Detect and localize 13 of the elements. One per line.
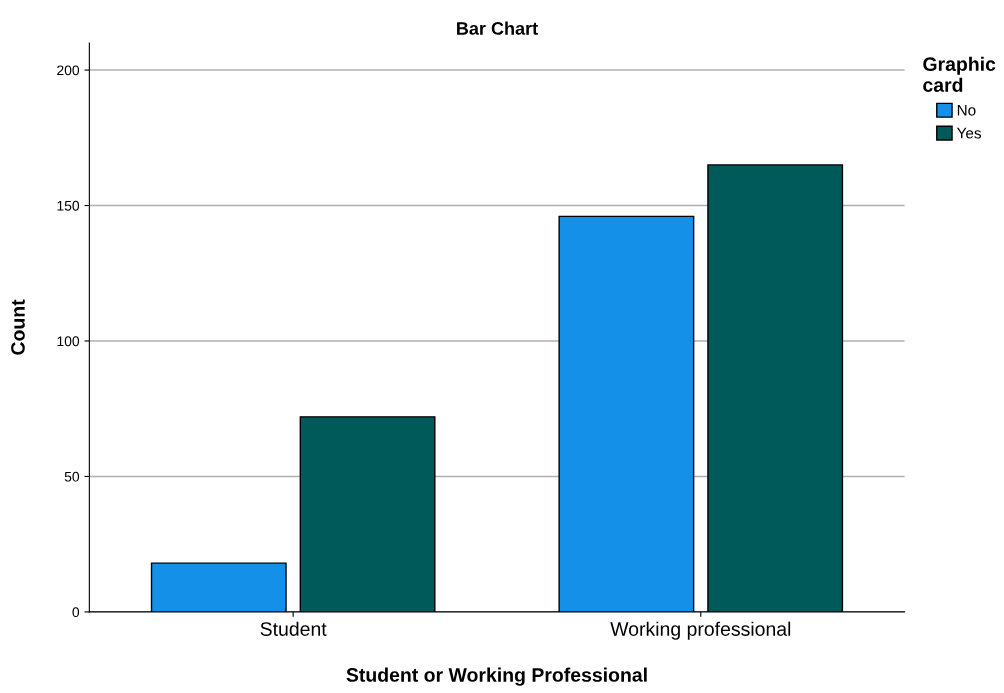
y-tick-label: 200 [57,65,80,76]
y-tick-label: 150 [57,200,80,211]
y-axis-title: Count [11,299,25,355]
x-axis-title: Student or Working Professional [346,667,647,686]
y-tick-label: 50 [64,471,80,482]
x-tick-label: Working professional [610,621,791,640]
legend-label: Yes [956,127,982,139]
legend-label: No [957,104,976,116]
chart-title: Bar Chart [457,21,538,35]
y-tick-label: 0 [72,607,80,618]
x-tick-label: Student [260,621,327,636]
legend-title: Graphic card [923,56,996,92]
y-tick-label: 100 [57,336,80,347]
